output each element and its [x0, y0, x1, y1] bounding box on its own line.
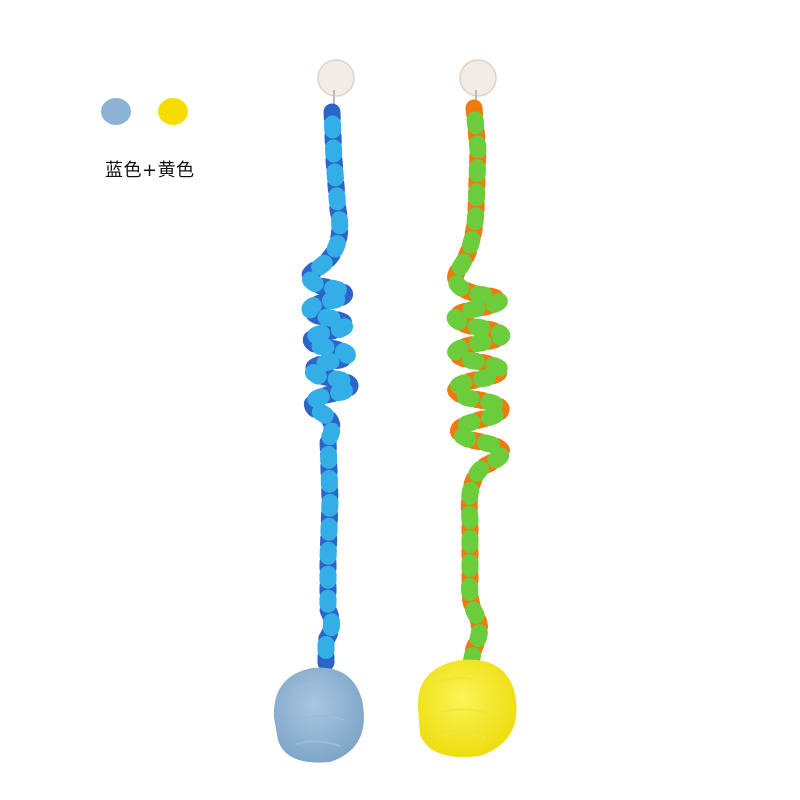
yellow-swatch[interactable]	[158, 98, 188, 125]
yellow-toy-coil	[446, 99, 511, 677]
color-option-label: 蓝色+黄色	[105, 160, 195, 181]
blue-toy-suction-cup	[317, 59, 355, 112]
blue-pompom-ball	[273, 667, 364, 763]
color-swatches	[101, 98, 201, 128]
blue-toy-coil	[301, 103, 359, 677]
yellow-pompom-ball	[417, 659, 517, 758]
blue-swatch[interactable]	[101, 98, 131, 125]
